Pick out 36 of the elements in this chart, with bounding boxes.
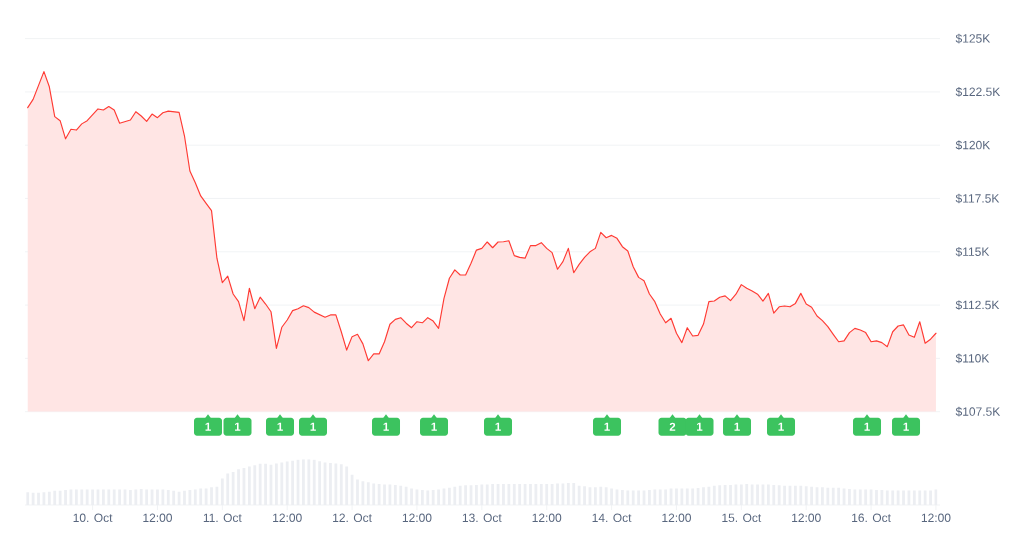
text: 1 bbox=[778, 422, 784, 431]
x-tick-label: 12:00 bbox=[143, 513, 172, 523]
x-tick-label: 12. Oct bbox=[333, 513, 372, 523]
text: 1 bbox=[734, 422, 740, 431]
x-tick-label: 12:00 bbox=[662, 513, 692, 523]
text: 1 bbox=[431, 422, 437, 431]
y-tick-label: $107.5K bbox=[955, 406, 1001, 417]
y-tick-label: $120K bbox=[955, 140, 991, 151]
x-tick-label: 10. Oct bbox=[73, 513, 113, 523]
text: 1 bbox=[903, 422, 909, 431]
text: 1 bbox=[864, 422, 870, 431]
text: 1 bbox=[495, 422, 501, 431]
y-tick-label: $122.5K bbox=[955, 87, 1001, 97]
x-tick-label: 12:00 bbox=[921, 513, 951, 523]
x-tick-label: 12:00 bbox=[532, 513, 562, 523]
text: 1 bbox=[697, 422, 703, 431]
text: 1 bbox=[235, 422, 241, 431]
x-tick-label: 14. Oct bbox=[592, 513, 632, 523]
text: 1 bbox=[604, 422, 610, 431]
x-tick-label: 13. Oct bbox=[462, 513, 502, 523]
text: 2 bbox=[669, 422, 676, 431]
text: 1 bbox=[277, 422, 283, 431]
y-tick-label: $112.5K bbox=[955, 300, 1000, 310]
x-tick-label: 15. Oct bbox=[722, 513, 762, 523]
text: 1 bbox=[383, 422, 389, 431]
y-tick-label: $115K bbox=[955, 246, 990, 257]
x-tick-label: 12:00 bbox=[273, 513, 302, 523]
y-tick-label: $125K bbox=[955, 33, 991, 44]
y-tick-label: $117.5K bbox=[955, 193, 1000, 204]
x-tick-label: 11. Oct bbox=[203, 513, 242, 523]
text: 1 bbox=[205, 422, 211, 431]
x-tick-label: 12:00 bbox=[402, 513, 432, 523]
x-tick-label: 12:00 bbox=[792, 513, 821, 523]
x-tick-label: 16. Oct bbox=[852, 513, 891, 523]
text: 1 bbox=[310, 422, 316, 431]
y-tick-label: $110K bbox=[955, 353, 990, 364]
